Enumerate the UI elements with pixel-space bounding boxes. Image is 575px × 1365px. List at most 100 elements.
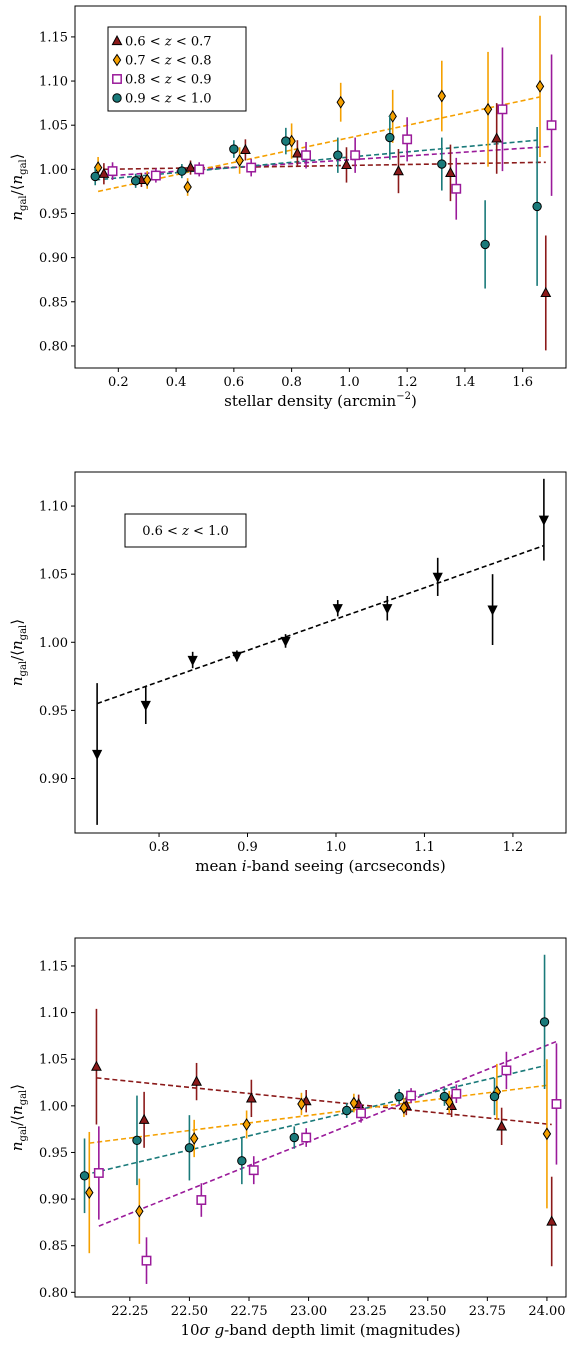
series-diamond <box>85 1059 552 1254</box>
data-point <box>451 1088 462 1099</box>
y-tick-label: 1.10 <box>39 500 68 515</box>
x-tick-label: 0.2 <box>108 375 129 390</box>
data-point <box>191 1075 202 1086</box>
legend-marker <box>112 53 122 67</box>
data-point <box>301 150 312 161</box>
y-axis-label: ngal/⟨ngal⟩ <box>8 153 29 220</box>
x-axis-label: stellar density (arcmin−2) <box>224 391 417 410</box>
y-tick-label: 0.90 <box>39 251 68 266</box>
seeing-chart: 0.8 0.9 1.0 1.1 1.2 0.90 0.95 1.00 1.05 1.10 ngal/… <box>8 471 567 875</box>
x-tick-label: 1.2 <box>397 375 418 390</box>
data-point <box>237 1156 247 1166</box>
data-point <box>281 136 291 146</box>
fit-line <box>89 1084 548 1144</box>
data-point <box>333 150 343 160</box>
series-triangle-up <box>98 103 552 351</box>
data-point <box>332 604 343 615</box>
data-point <box>349 1096 359 1110</box>
x-tick-label: 1.0 <box>339 375 360 390</box>
data-point <box>138 1113 150 1124</box>
legend-entry: 0.7 < z < 0.8 <box>125 54 212 69</box>
plot-frame <box>74 5 567 369</box>
data-point <box>483 102 493 116</box>
data-point <box>439 1091 450 1102</box>
data-point <box>246 162 257 173</box>
x-axis-label: 10σ g-band depth limit (magnitudes) <box>180 1321 460 1339</box>
data-point <box>546 1215 558 1226</box>
x-tick-label: 0.9 <box>237 840 258 855</box>
fit-line <box>96 1077 552 1126</box>
data-point <box>437 159 447 169</box>
x-tick-label: 1.0 <box>326 840 347 855</box>
data-point <box>183 180 192 194</box>
data-point <box>487 605 498 616</box>
fit-line <box>84 1064 545 1176</box>
data-point <box>92 749 103 761</box>
series-square <box>93 1043 562 1284</box>
data-point <box>289 1132 299 1143</box>
data-point <box>342 1105 352 1116</box>
data-point <box>402 134 413 145</box>
y-tick-label: 1.05 <box>39 568 68 583</box>
depth-limit-chart: 22.25 22.50 22.75 23.00 23.25 23.50 23.75 24.00… <box>8 937 567 1339</box>
x-tick-label: 23.00 <box>290 1304 327 1319</box>
fit-line <box>97 96 541 193</box>
data-point <box>229 144 239 154</box>
data-point <box>194 164 205 175</box>
data-point <box>451 183 462 194</box>
plot-frame <box>74 937 567 1298</box>
data-point <box>135 1204 144 1218</box>
x-tick-label: 1.4 <box>455 375 476 390</box>
fit-line <box>103 161 546 171</box>
data-point <box>539 1017 550 1027</box>
x-tick-label: 0.8 <box>149 840 170 855</box>
data-point <box>235 154 244 167</box>
data-point <box>187 655 198 667</box>
data-point <box>231 651 243 663</box>
data-point <box>196 1195 207 1205</box>
legend-entry: 0.8 < z < 0.9 <box>125 73 212 88</box>
x-tick-label: 0.6 <box>224 375 245 390</box>
x-tick-label: 0.8 <box>281 375 302 390</box>
data-point <box>130 176 141 186</box>
data-point <box>242 1118 251 1131</box>
y-axis-label: ngal/⟨ngal⟩ <box>8 1084 29 1151</box>
data-point <box>189 1132 199 1145</box>
data-point <box>356 1108 366 1119</box>
y-tick-label: 0.80 <box>39 1286 68 1301</box>
legend-entry: 0.6 < z < 0.7 <box>125 35 212 50</box>
x-tick-label: 0.4 <box>166 375 187 390</box>
x-tick-label: 1.6 <box>512 375 533 390</box>
fit-line <box>98 1040 557 1227</box>
series-circle <box>79 954 550 1214</box>
series-square <box>107 47 557 220</box>
annotation-text: 0.6 < z < 1.0 <box>142 524 229 539</box>
data-point <box>301 1132 312 1143</box>
y-tick-label: 1.00 <box>39 1099 68 1114</box>
y-tick-label: 0.95 <box>39 704 68 719</box>
fit-line <box>95 139 538 181</box>
x-tick-label: 1.1 <box>414 840 435 855</box>
y-tick-label: 0.90 <box>39 1193 68 1208</box>
data-point <box>132 1135 142 1146</box>
data-point <box>143 173 152 187</box>
x-tick-label: 23.50 <box>409 1304 446 1319</box>
data-point <box>540 286 552 298</box>
y-tick-label: 1.10 <box>39 1006 68 1021</box>
data-point <box>107 166 118 177</box>
data-point <box>393 165 404 176</box>
data-point <box>542 1127 552 1141</box>
plot-frame <box>74 471 567 834</box>
data-point <box>406 1090 417 1101</box>
stellar-density-chart: 0.2 0.4 0.6 0.8 1.0 1.2 1.4 1.6 0.80 0.85 0.90 0.95… <box>8 5 567 410</box>
data-point <box>184 1143 195 1153</box>
legend-marker <box>111 34 123 46</box>
data-point <box>432 572 443 584</box>
legend-frame <box>107 26 247 112</box>
data-point <box>341 158 352 170</box>
data-point <box>280 636 291 648</box>
y-tick-label: 0.85 <box>39 295 68 310</box>
data-point <box>394 1091 404 1102</box>
y-tick-label: 1.00 <box>39 636 68 651</box>
